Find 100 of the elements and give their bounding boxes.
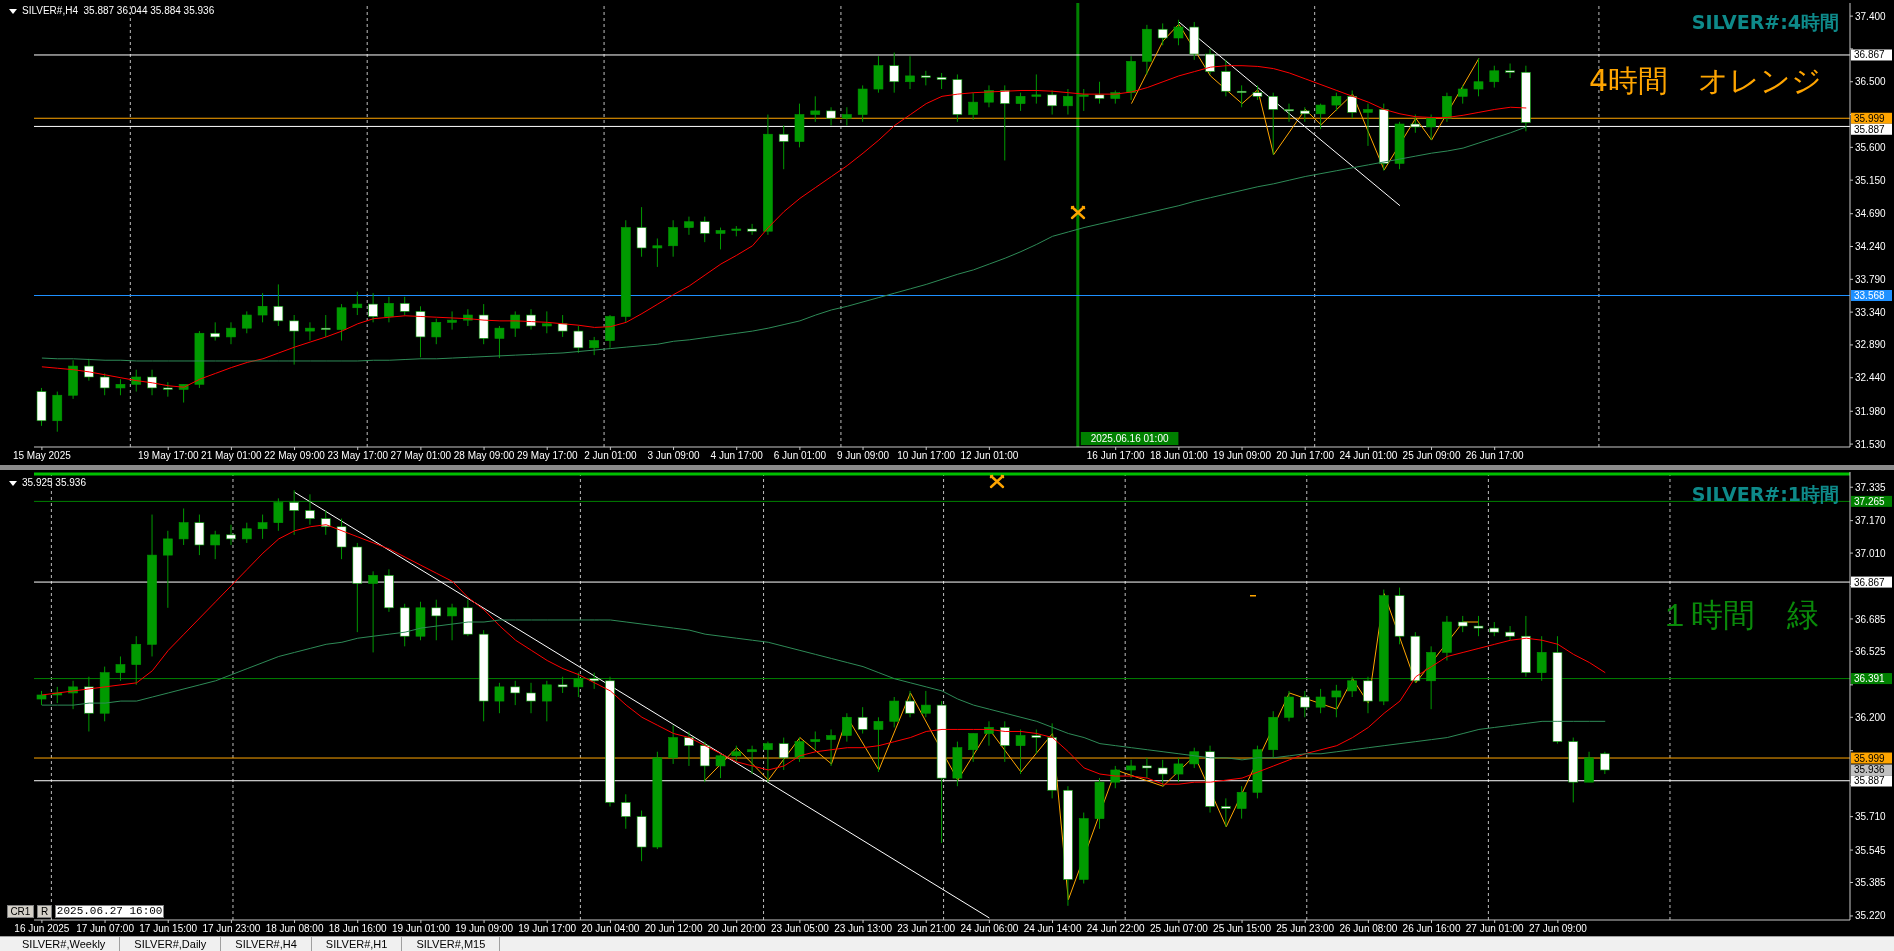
- candlestick: [99, 372, 110, 396]
- candlestick: [1457, 84, 1468, 105]
- x-tick-label: 25 Jun 23:00: [1276, 923, 1335, 935]
- candlestick: [494, 682, 505, 714]
- candlestick: [399, 296, 410, 316]
- x-tick-label: 17 Jun 23:00: [202, 923, 261, 935]
- ref-line-label: 36.391: [1854, 673, 1886, 685]
- x-tick-label: 19 May 17:00: [137, 450, 199, 462]
- candlestick: [384, 296, 394, 323]
- x-tick-label: 24 Jun 22:00: [1086, 923, 1146, 935]
- y-tick-label: 37.010: [1855, 547, 1887, 559]
- candlestick: [210, 321, 220, 342]
- x-tick-label: 19 Jun 09:00: [1213, 450, 1272, 462]
- candlestick: [1331, 92, 1342, 112]
- x-tick-label: 19 Jun 17:00: [518, 923, 577, 935]
- candlestick: [810, 730, 821, 751]
- tab: SILVER#,Daily: [120, 937, 222, 951]
- x-tick-label: 26 Jun 17:00: [1465, 450, 1525, 462]
- candlestick: [526, 682, 536, 714]
- x-tick-label: 27 May 01:00: [390, 450, 452, 462]
- candlestick: [889, 696, 900, 728]
- candlestick: [1284, 103, 1294, 123]
- candlestick: [1031, 728, 1042, 755]
- x-tick-label: 21 May 01:00: [201, 450, 263, 462]
- candlestick: [447, 310, 457, 331]
- x-tick-label: 18 Jun 01:00: [1149, 450, 1209, 462]
- y-tick-label: 35.150: [1855, 174, 1887, 186]
- candlestick: [1078, 88, 1089, 112]
- candlestick: [1015, 92, 1026, 112]
- x-tick-label: 20 Jun 20:00: [707, 923, 767, 935]
- candlestick: [1221, 59, 1231, 97]
- x-tick-label: 15 May 2025: [12, 450, 72, 462]
- text: SILVER#:4時間: [1691, 11, 1839, 33]
- candlestick: [210, 530, 220, 560]
- x-tick-label: 28 May 09:00: [453, 450, 515, 462]
- candlestick: [684, 730, 694, 767]
- candlestick: [1142, 757, 1152, 779]
- button: R: [36, 905, 53, 918]
- x-tick-label: 17 Jun 07:00: [76, 923, 135, 935]
- x-tick-label: 16 Jun 2025: [14, 923, 70, 935]
- candlestick: [1221, 797, 1231, 828]
- candlestick: [715, 753, 726, 779]
- candlestick: [778, 737, 789, 771]
- candlestick: [1173, 757, 1184, 783]
- tab: SILVER#,Weekly: [8, 937, 121, 951]
- x-tick-label: 4 Jun 17:00: [710, 450, 764, 462]
- candlestick: [1157, 22, 1168, 46]
- candlestick: [857, 706, 868, 734]
- x-tick-label: 12 Jun 01:00: [960, 450, 1019, 462]
- candlestick: [84, 358, 94, 382]
- candlestick: [873, 716, 884, 773]
- candlestick: [1300, 690, 1310, 718]
- candlestick: [1505, 63, 1515, 79]
- candlestick: [241, 310, 252, 334]
- x-tick-label: 24 Jun 06:00: [960, 923, 1019, 935]
- candlestick: [336, 303, 347, 342]
- x-tick-label: 29 May 17:00: [516, 450, 578, 462]
- candlestick: [542, 310, 552, 334]
- candlestick: [478, 303, 489, 345]
- y-tick-label: 35.600: [1855, 141, 1887, 153]
- y-tick-label: 37.400: [1855, 10, 1887, 22]
- candlestick: [115, 655, 126, 682]
- candlestick: [526, 308, 536, 331]
- candlestick: [494, 325, 505, 359]
- candlestick: [873, 55, 884, 94]
- candlestick: [557, 314, 568, 338]
- candlestick: [510, 680, 521, 706]
- candlestick: [905, 55, 915, 90]
- candlestick: [147, 369, 157, 396]
- ref-line-label: 36.867: [1854, 576, 1886, 588]
- x-tick-label: 25 Jun 07:00: [1149, 923, 1209, 935]
- candlestick: [668, 219, 678, 258]
- ref-line-label: 36.867: [1854, 49, 1886, 61]
- y-tick-label: 34.690: [1855, 208, 1887, 220]
- candlestick: [1505, 625, 1515, 641]
- candlestick: [589, 336, 599, 356]
- y-tick-label: 37.170: [1855, 515, 1887, 527]
- candlestick: [163, 530, 173, 609]
- y-tick-label: 32.890: [1855, 339, 1887, 351]
- candlestick: [226, 524, 236, 546]
- text: 35.936: [1854, 764, 1886, 776]
- candlestick: [1047, 89, 1057, 116]
- x-tick-label: 19 Jun 01:00: [391, 923, 451, 935]
- candlestick: [305, 321, 315, 342]
- y-tick-label: 36.685: [1855, 613, 1887, 625]
- candlestick: [241, 522, 252, 544]
- candlestick: [1031, 73, 1042, 105]
- y-tick-label: 33.790: [1855, 273, 1887, 285]
- candlestick: [968, 92, 978, 121]
- x-tick-label: 19 Jun 09:00: [455, 923, 514, 935]
- candlestick: [431, 318, 442, 345]
- text-field: 2025.06.27 16:00: [55, 905, 164, 918]
- x-tick-label: 27 Jun 09:00: [1528, 923, 1588, 935]
- x-tick-label: 26 Jun 16:00: [1402, 923, 1461, 935]
- candlestick: [1094, 81, 1105, 105]
- candlestick: [273, 497, 284, 532]
- text: １時間 緑: [1659, 596, 1819, 634]
- ref-line-label: 35.999: [1854, 112, 1886, 124]
- ref-line-label: 33.568: [1854, 290, 1886, 301]
- x-tick-label: 25 Jun 09:00: [1402, 450, 1461, 462]
